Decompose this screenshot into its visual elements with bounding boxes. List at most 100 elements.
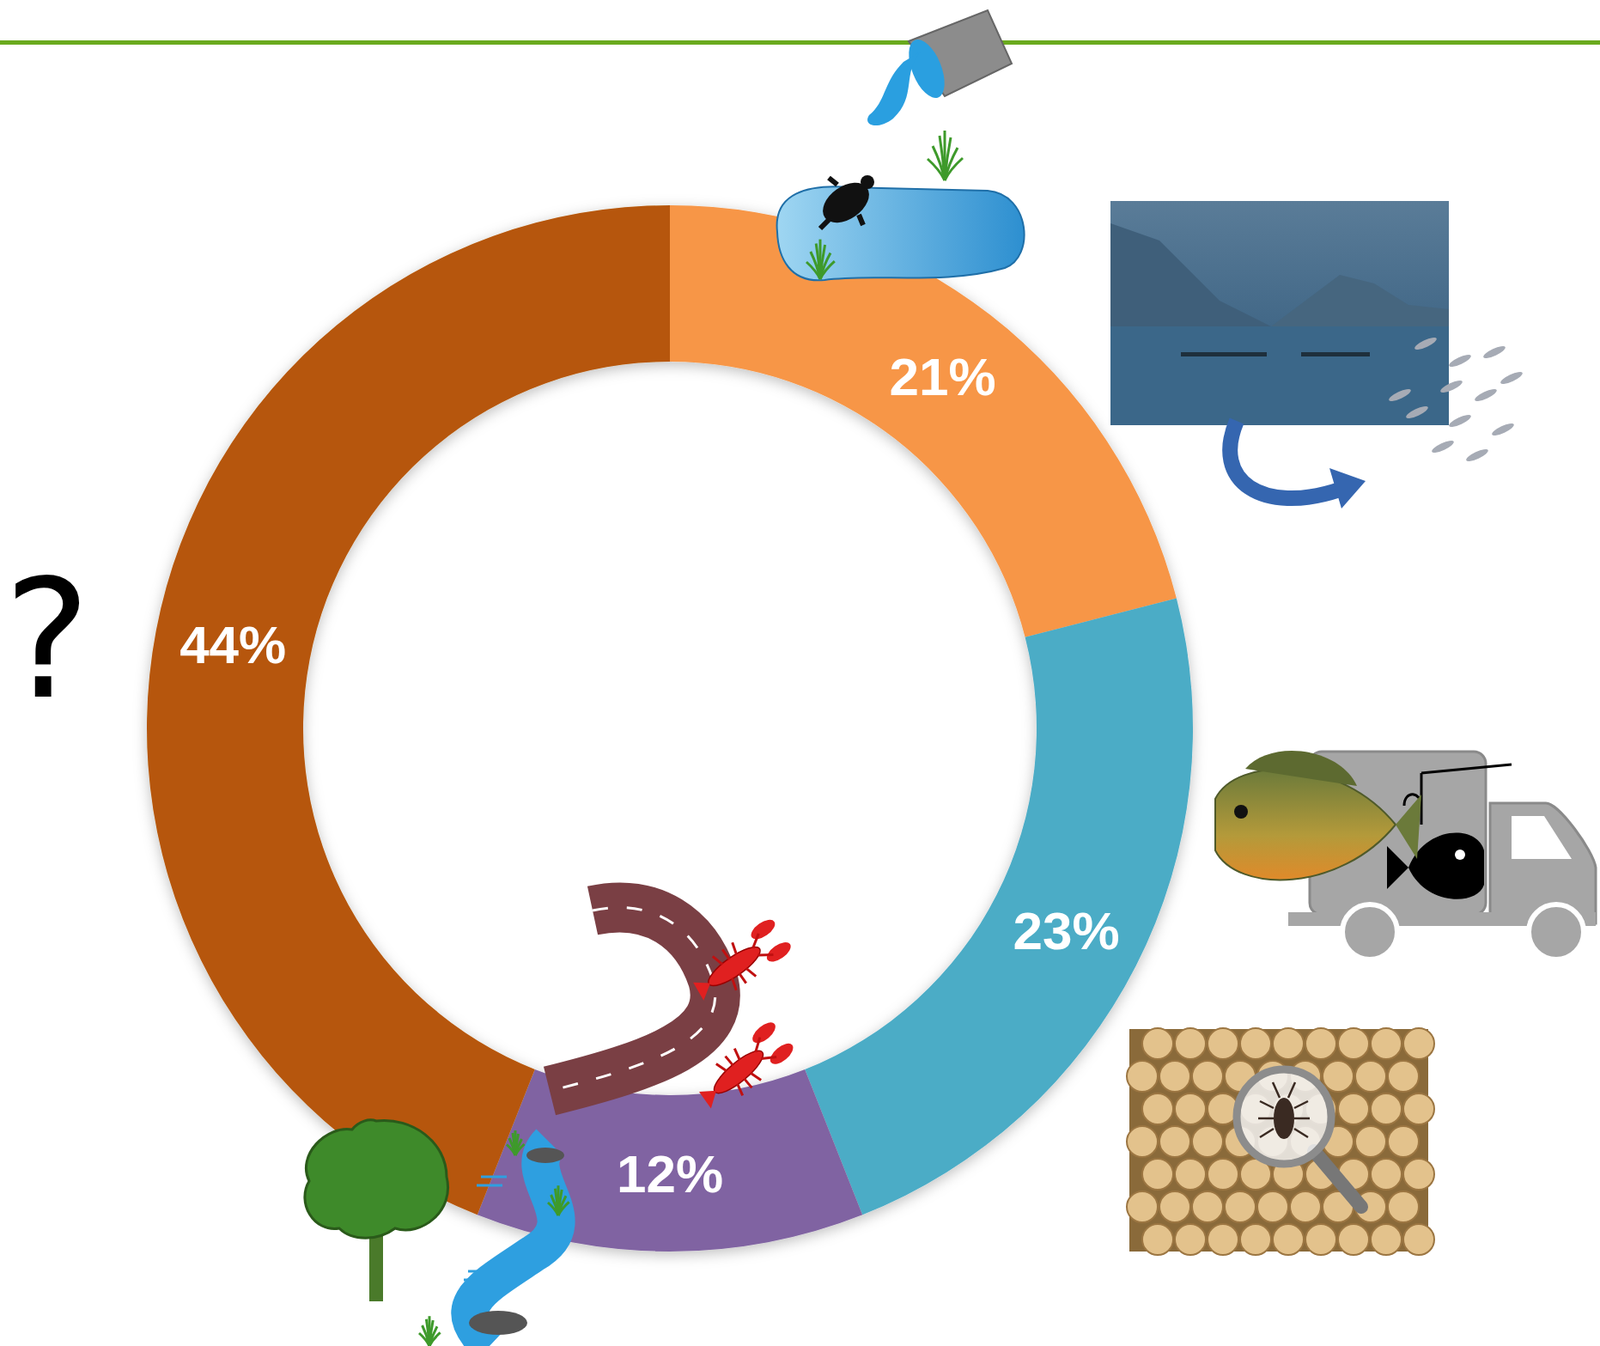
fish-logo [1387, 833, 1485, 900]
grass [806, 239, 835, 280]
log-end [1370, 1158, 1402, 1190]
crayfish [686, 915, 795, 1009]
mountain [1271, 274, 1449, 327]
log-end [1240, 1028, 1272, 1059]
log-end [1305, 1223, 1337, 1255]
truck-icon [1215, 750, 1596, 960]
log-end [1355, 1060, 1387, 1092]
log-end [1142, 1223, 1174, 1255]
log-end [1403, 1158, 1435, 1190]
header-rule [0, 40, 1600, 45]
raccoon [468, 1310, 528, 1335]
grass-blade [506, 1144, 516, 1156]
log-end [1403, 1223, 1435, 1255]
data-labels: 21% 23% 12% 44% [179, 346, 1120, 1203]
annotation: ? [4, 545, 92, 736]
photo [1110, 200, 1449, 426]
wheel [1342, 904, 1398, 960]
grass [506, 1130, 525, 1156]
log-end [1257, 1191, 1289, 1223]
road-icon [549, 907, 797, 1117]
log-end [1207, 1028, 1239, 1059]
log-end [1224, 1191, 1256, 1223]
magnifier-handle [1314, 1150, 1362, 1207]
water-stream [867, 51, 921, 126]
turtle-legs [820, 177, 864, 229]
flow-lines [463, 1176, 507, 1280]
log-end [1370, 1223, 1402, 1255]
escaped-fish [1387, 386, 1413, 403]
grass-blade [927, 158, 945, 181]
icons [304, 10, 1596, 1346]
data-label: 44% [179, 614, 286, 675]
log-end [1272, 1028, 1304, 1059]
crayfish-claw [766, 1039, 797, 1068]
data-label: 21% [888, 346, 996, 407]
log-end [1355, 1125, 1387, 1157]
chart-canvas: 21% 23% 12% 44%? [0, 0, 1600, 1346]
escaped-fish [1482, 343, 1508, 360]
sunfish-fin [1245, 750, 1357, 786]
log-end [1174, 1223, 1206, 1255]
grass-blade [419, 1332, 430, 1346]
log-end [1240, 1223, 1272, 1255]
log-end [1142, 1093, 1174, 1125]
log-end [1159, 1191, 1191, 1223]
log-end [1126, 1191, 1158, 1223]
log-end [1322, 1060, 1354, 1092]
magnifier [1236, 1069, 1332, 1164]
log-end [1289, 1191, 1321, 1223]
log-end [1305, 1028, 1337, 1059]
sunfish [1215, 769, 1396, 881]
raccoon [526, 1147, 565, 1163]
log-end [1159, 1060, 1191, 1092]
data-label: 12% [616, 1143, 724, 1204]
road-marking [549, 907, 716, 1091]
pond [777, 186, 1025, 280]
turtle-shell [815, 174, 877, 232]
log-end [1207, 1158, 1239, 1190]
log-end [1192, 1191, 1223, 1223]
escaped-fish [1405, 403, 1430, 420]
grass-blade [547, 1202, 559, 1216]
grass-blade [820, 261, 835, 280]
tree-crown [304, 1119, 449, 1238]
sunfish-tail [1395, 794, 1422, 859]
log-end [1403, 1093, 1435, 1125]
crayfish-claw [763, 938, 794, 966]
fish-cage [1180, 352, 1267, 357]
grass-blade [429, 1332, 441, 1346]
grass-blade [944, 158, 963, 181]
log-end [1387, 1125, 1419, 1157]
fish-cage [1301, 352, 1370, 357]
escaped-fish [1473, 386, 1499, 403]
crayfish-claw [748, 915, 779, 943]
log-end [1126, 1125, 1158, 1157]
escaped-fish [1413, 334, 1439, 352]
insect-legs [1258, 1082, 1310, 1138]
escaped-fish [1490, 420, 1516, 438]
donut [146, 205, 1193, 1252]
log-end [1126, 1060, 1158, 1092]
log-end [1370, 1093, 1402, 1125]
escape-arrowhead [1329, 468, 1366, 509]
log-end [1338, 1093, 1369, 1125]
log-end [1192, 1125, 1223, 1157]
crayfish-tail [692, 974, 718, 1001]
pond-icon [777, 130, 1025, 280]
log-end [1174, 1028, 1206, 1059]
crayfish [691, 1018, 797, 1117]
log-end [1387, 1060, 1419, 1092]
donut-segment [477, 1069, 863, 1252]
log-end [1192, 1060, 1223, 1092]
crayfish-tail [697, 1082, 723, 1109]
grass-blade [515, 1143, 525, 1156]
log-pile [1129, 1028, 1429, 1252]
log-end [1142, 1158, 1174, 1190]
crayfish-body [708, 1044, 768, 1099]
logs-icon [1126, 1028, 1435, 1255]
log-end [1174, 1158, 1206, 1190]
truck-window [1511, 815, 1572, 859]
log-end [1338, 1223, 1369, 1255]
data-label: 23% [1012, 900, 1120, 961]
